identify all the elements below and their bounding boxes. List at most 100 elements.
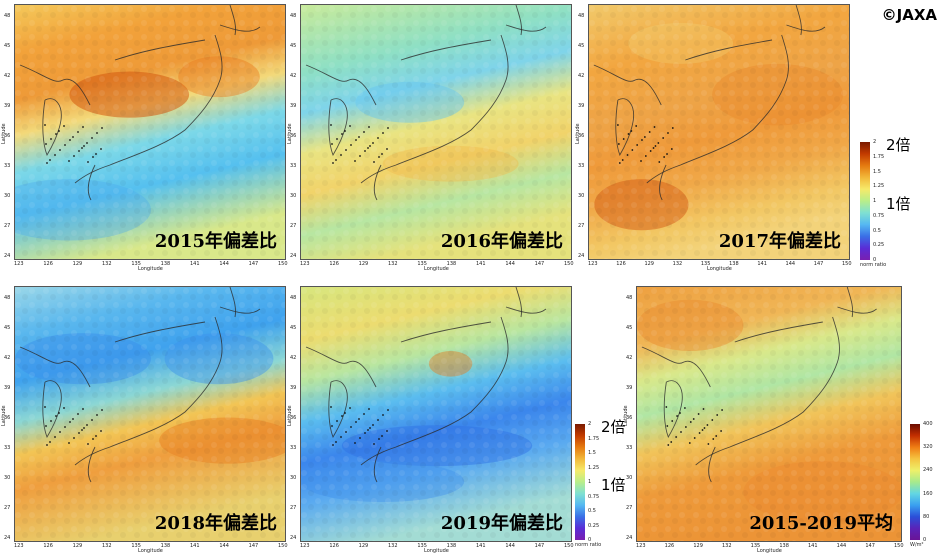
x-tick-label: 141	[476, 261, 486, 267]
panel-title: 2019年偏差比	[440, 513, 563, 534]
x-tick-label: 150	[278, 543, 288, 549]
y-tick-label: 45	[4, 43, 11, 49]
x-tick-label: 144	[836, 543, 847, 549]
map-image: 2015-2019平均	[636, 286, 902, 542]
colorbar-unit: norm ratio	[860, 262, 887, 268]
y-tick-label: 24	[4, 253, 11, 259]
y-tick-label: 33	[290, 163, 297, 169]
x-tick-label: 123	[636, 543, 646, 549]
x-tick-label: 123	[14, 261, 24, 267]
x-axis-label: Longitude	[757, 548, 782, 554]
x-tick-label: 141	[757, 261, 767, 267]
x-tick-label: 126	[329, 261, 339, 267]
y-tick-label: 48	[4, 295, 11, 301]
y-tick-label: 48	[4, 13, 11, 19]
map-image: 2016年偏差比	[300, 4, 572, 260]
y-axis-label: Latitude	[287, 405, 293, 426]
y-tick-label: 30	[626, 475, 633, 481]
x-tick-label: 126	[43, 261, 53, 267]
y-tick-label: 36	[4, 133, 11, 139]
colorbar-tick-label: 1.75	[588, 435, 600, 442]
map-image: 2015年偏差比	[14, 4, 286, 260]
x-axis-label: Longitude	[138, 548, 163, 554]
y-tick-label: 30	[578, 193, 585, 199]
map-image: 2018年偏差比	[14, 286, 286, 542]
x-tick-label: 147	[534, 261, 545, 267]
colorbar-tick-label: 0.25	[588, 522, 600, 529]
x-tick-label: 138	[160, 543, 171, 549]
x-axis-label: Longitude	[424, 266, 449, 272]
colorbar-tick-label: 0.25	[873, 242, 885, 249]
ratio-colorbar-bottom: 2 1.75 1.5 1.25 1 0.75 0.5 0.25 0 norm ratio 2倍 1倍	[575, 418, 645, 554]
y-tick-label: 24	[578, 253, 585, 259]
x-tick-label: 129	[693, 543, 703, 549]
y-axis-label: Latitude	[575, 123, 581, 144]
y-tick-label: 27	[290, 505, 297, 511]
y-tick-label: 42	[578, 73, 585, 79]
x-tick-label: 135	[750, 543, 761, 549]
y-tick-label: 39	[626, 385, 633, 391]
colorbar-gradient	[860, 142, 870, 260]
x-tick-label: 150	[842, 261, 852, 267]
x-tick-label: 141	[190, 543, 200, 549]
y-tick-label: 33	[4, 445, 11, 451]
y-tick-label: 24	[626, 535, 633, 541]
y-tick-label: 27	[626, 505, 633, 511]
y-tick-label: 36	[4, 415, 11, 421]
x-tick-label: 144	[505, 261, 515, 267]
x-tick-label: 150	[278, 261, 288, 267]
map-panel-2: 2016年偏差比 48 45 42 39 36 33 30 27 24 Latitude 123 126…	[287, 4, 574, 272]
colorbar-tick-label: 1	[588, 479, 592, 485]
map-panel-1: 2015年偏差比 48 45 42 39 36 33 30 27 24 Latitude 123 126…	[1, 4, 288, 272]
y-tick-label: 33	[4, 163, 11, 169]
colorbar-tick-label: 400	[923, 421, 933, 427]
map-panel-3: 2017年偏差比 48 45 42 39 36 33 30 27 24 Latitude 123 126…	[575, 4, 852, 272]
map-image: 2017年偏差比	[588, 4, 850, 260]
y-tick-label: 24	[290, 535, 297, 541]
x-tick-label: 144	[219, 543, 229, 549]
y-tick-label: 30	[4, 193, 11, 199]
x-tick-label: 147	[534, 543, 545, 549]
y-tick-label: 27	[4, 223, 11, 229]
y-tick-label: 39	[578, 103, 585, 109]
colorbar-unit: norm ratio	[575, 542, 602, 548]
x-tick-label: 141	[190, 261, 200, 267]
colorbar-tick-label: 0	[923, 537, 927, 543]
x-axis-label: Longitude	[707, 266, 732, 272]
colorbar-tick-label: 1	[873, 198, 877, 204]
x-tick-label: 132	[102, 261, 112, 267]
map-panel-5: 2019年偏差比 48 45 42 39 36 33 30 27 24 Latitude 123 126…	[287, 286, 574, 554]
y-tick-label: 42	[290, 355, 297, 361]
ratio-colorbar-top: 2 1.75 1.5 1.25 1 0.75 0.5 0.25 0 norm ratio 2倍 1倍	[860, 136, 930, 274]
x-tick-label: 135	[131, 261, 141, 267]
x-tick-label: 132	[388, 543, 398, 549]
x-tick-label: 138	[446, 543, 457, 549]
x-tick-label: 129	[72, 543, 83, 549]
x-tick-label: 126	[329, 543, 339, 549]
panel-title: 2015年偏差比	[154, 231, 277, 252]
colorbar-note-2x: 2倍	[886, 136, 911, 154]
y-tick-label: 27	[578, 223, 585, 229]
x-tick-label: 129	[358, 261, 369, 267]
y-tick-label: 30	[290, 475, 297, 481]
x-tick-label: 123	[300, 261, 310, 267]
x-tick-label: 147	[813, 261, 824, 267]
colorbar-tick-label: 80	[923, 513, 930, 520]
colorbar-tick-label: 1.5	[873, 168, 881, 175]
x-axis-label: Longitude	[424, 548, 449, 554]
y-tick-label: 48	[578, 13, 585, 19]
panel-title: 2018年偏差比	[154, 513, 277, 534]
y-tick-label: 42	[4, 355, 11, 361]
colorbar-unit: W/m²	[910, 542, 924, 548]
colorbar-tick-label: 0	[588, 537, 592, 543]
x-tick-label: 147	[865, 543, 875, 549]
y-tick-label: 33	[290, 445, 297, 451]
copyright-label: ©JAXA	[881, 6, 937, 24]
y-tick-label: 33	[626, 445, 633, 451]
y-tick-label: 24	[4, 535, 11, 541]
x-tick-label: 132	[102, 543, 112, 549]
y-axis-label: Latitude	[1, 123, 7, 144]
map-image: 2019年偏差比	[300, 286, 572, 542]
map-panel-4: 2018年偏差比 48 45 42 39 36 33 30 27 24 Latitude 123 126…	[1, 286, 288, 554]
x-tick-label: 144	[505, 543, 515, 549]
